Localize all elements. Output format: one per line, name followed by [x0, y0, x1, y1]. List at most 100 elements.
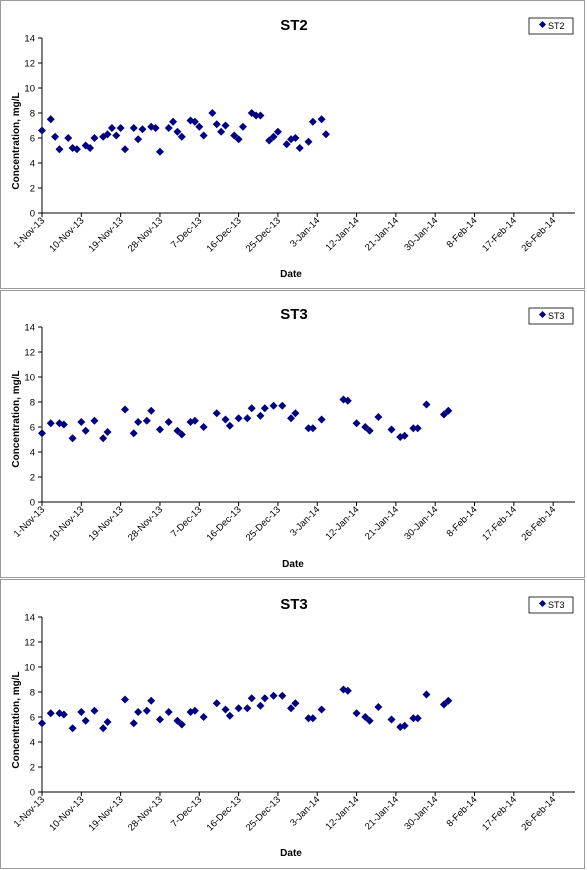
x-tick-label: 3-Jan-14: [288, 215, 322, 249]
data-point: [256, 111, 265, 120]
data-point: [116, 124, 125, 132]
y-axis-label: Concentration, mg/L: [11, 671, 22, 768]
x-tick-label: 16-Dec-13: [205, 794, 244, 833]
chart-panel-st3-copy: ST3 Concentration, mg/L Date ST3 0 2 4 6 8 10…: [0, 579, 585, 869]
data-point: [68, 434, 77, 443]
y-tick-label: 2: [30, 763, 35, 774]
x-tick-label: 17-Feb-14: [480, 215, 519, 254]
data-point: [304, 137, 313, 146]
y-tick-label: 12: [24, 638, 35, 649]
data-point: [317, 415, 326, 424]
data-point: [199, 423, 208, 431]
data-point: [234, 704, 243, 713]
data-point: [173, 716, 182, 725]
x-tick-label: 21-Jan-14: [363, 504, 401, 542]
data-point: [99, 434, 108, 443]
x-tick-label: 12-Jan-14: [324, 794, 362, 832]
legend: ST3: [528, 596, 574, 614]
data-point: [217, 127, 226, 136]
y-tick-label: 0: [30, 788, 35, 799]
data-point: [238, 122, 247, 131]
data-point: [413, 714, 422, 723]
data-point: [409, 424, 418, 433]
legend-box: [528, 307, 574, 325]
data-point: [86, 144, 95, 152]
data-point: [155, 715, 164, 724]
data-point: [107, 124, 116, 132]
y-tick-label: 6: [30, 134, 35, 145]
data-point: [190, 416, 199, 425]
data-point: [195, 122, 204, 131]
data-point: [164, 124, 173, 132]
y-axis-label: Concentration, mg/L: [11, 92, 22, 189]
data-point: [77, 708, 86, 716]
data-point: [173, 127, 182, 136]
x-tick-label: 12-Jan-14: [324, 504, 362, 542]
data-point: [374, 703, 383, 711]
data-point: [112, 131, 121, 140]
data-point: [256, 411, 265, 420]
x-tick-label: 7-Dec-13: [169, 504, 204, 539]
x-tick-label: 10-Nov-13: [47, 504, 86, 543]
x-tick-label: 28-Nov-13: [126, 215, 165, 254]
data-point: [164, 418, 173, 426]
data-point: [121, 145, 130, 154]
data-point: [260, 404, 269, 413]
data-point: [321, 130, 330, 139]
data-point: [352, 419, 361, 428]
x-tick-label: 28-Nov-13: [126, 504, 165, 543]
y-tick-label: 4: [30, 159, 35, 170]
data-point: [365, 716, 374, 725]
x-axis-label: Date: [282, 559, 304, 570]
x-tick-label: 21-Jan-14: [363, 215, 401, 253]
data-point: [374, 413, 383, 421]
data-point: [439, 700, 448, 709]
data-point: [90, 706, 99, 715]
data-point: [269, 401, 278, 410]
data-point: [444, 406, 453, 415]
data-point: [142, 706, 151, 715]
data-point: [278, 691, 287, 700]
data-point: [269, 132, 278, 141]
data-point: [295, 144, 304, 152]
chart-svg: ST3 Concentration, mg/L Date ST3 0 2 4 6 8 10…: [11, 596, 575, 859]
data-point: [129, 429, 138, 438]
legend: ST2: [528, 17, 574, 35]
data-point: [400, 721, 409, 730]
x-tick-label: 1-Nov-13: [12, 215, 47, 250]
y-tick-label: 8: [30, 688, 35, 699]
data-point: [260, 694, 269, 703]
data-point: [243, 414, 252, 423]
data-point: [225, 711, 234, 720]
y-tick-label: 4: [30, 738, 35, 749]
x-tick-label: 3-Jan-14: [288, 504, 322, 538]
data-point: [278, 401, 287, 410]
x-axis-label: Date: [280, 269, 302, 280]
data-point: [129, 124, 138, 132]
y-tick-label: 6: [30, 713, 35, 724]
data-point: [304, 424, 313, 433]
data-point: [291, 409, 300, 418]
x-tick-label: 26-Feb-14: [519, 794, 558, 833]
data-point: [134, 135, 143, 144]
plot-area: 0 2 4 6 8 10 12 14 1-Nov-13 10-Nov-13 19-Nov-13 28-…: [12, 323, 575, 543]
data-point: [59, 420, 68, 429]
data-point: [387, 425, 396, 434]
data-point: [81, 426, 90, 435]
data-point: [361, 423, 370, 431]
data-point: [221, 415, 230, 424]
data-point: [121, 405, 130, 414]
data-point: [177, 430, 186, 439]
data-point: [256, 701, 265, 710]
data-point: [365, 426, 374, 435]
chart-svg: ST2 Concentration, mg/L Date ST2 0 2 4 6 8 10…: [11, 17, 575, 280]
legend-label: ST3: [548, 311, 565, 321]
data-point: [190, 117, 199, 126]
data-point: [46, 419, 55, 428]
data-point: [199, 131, 208, 140]
data-point: [99, 724, 108, 733]
data-point: [103, 428, 112, 436]
x-tick-label: 25-Dec-13: [244, 794, 283, 833]
data-point: [68, 724, 77, 733]
data-point: [208, 109, 217, 117]
